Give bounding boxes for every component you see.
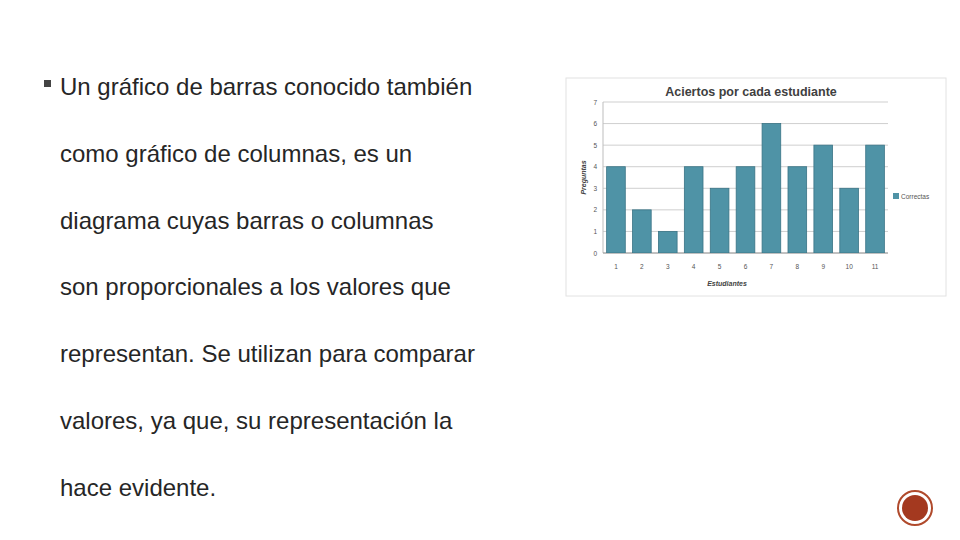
grid-line: [603, 145, 888, 146]
badge-ring: [898, 491, 932, 525]
bars: [607, 124, 885, 253]
chart: Aciertos por cada estudiante 0 1 2 3 4 5 6 7 Preg…: [566, 78, 946, 296]
bar: [814, 145, 833, 253]
page: {"slide": {"bullet_lines": ["Un gráfico …: [0, 0, 960, 540]
bar: [736, 167, 755, 253]
bar: [788, 167, 807, 253]
y-axis: 0 1 2 3 4 5 6 7: [593, 99, 888, 257]
bullet-line: son proporcionales a los valores que: [60, 273, 451, 300]
canvas: Un gráfico de barras conocido también com…: [0, 0, 960, 540]
slide: Un gráfico de barras conocido también com…: [0, 0, 960, 540]
bullet-line: como gráfico de columnas, es un: [60, 140, 412, 167]
bullet-line: hace evidente.: [60, 474, 216, 501]
x-tick-label: 8: [796, 263, 800, 270]
y-tick-label: 2: [593, 206, 597, 213]
bullet-marker: [44, 80, 51, 87]
bar: [866, 145, 885, 253]
x-tick-label: 4: [692, 263, 696, 270]
y-axis-title: Preguntas: [580, 160, 588, 194]
y-tick-label: 6: [593, 120, 597, 127]
x-tick-label: 10: [846, 263, 854, 270]
bullet-line: diagrama cuyas barras o columnas: [60, 207, 434, 234]
x-tick-label: 6: [744, 263, 748, 270]
bar: [762, 124, 781, 253]
bullet-line: valores, ya que, su representación la: [60, 407, 453, 434]
bar: [840, 188, 859, 253]
x-tick-label: 2: [640, 263, 644, 270]
chart-frame: [566, 78, 946, 296]
legend: Correctas: [893, 193, 930, 200]
x-axis-title: Estudiantes: [707, 280, 747, 287]
x-tick-label: 7: [770, 263, 774, 270]
bar: [658, 231, 677, 253]
bullet-line: representan. Se utilizan para comparar: [60, 340, 475, 367]
x-tick-label: 3: [666, 263, 670, 270]
y-tick-label: 3: [593, 185, 597, 192]
legend-swatch: [893, 193, 899, 199]
slide-badge: [898, 491, 932, 525]
y-tick-label: 7: [593, 99, 597, 106]
grid-line: [603, 102, 888, 103]
y-tick-label: 0: [593, 250, 597, 257]
legend-label: Correctas: [901, 193, 930, 200]
x-axis: 1 2 3 4 5 6 7 8 9 10 11: [614, 263, 879, 270]
badge-core: [902, 495, 928, 521]
bar: [633, 210, 652, 253]
y-tick-label: 1: [593, 228, 597, 235]
y-axis-line: [603, 102, 604, 253]
bullet-text: Un gráfico de barras conocido también com…: [44, 73, 475, 501]
y-tick-label: 4: [593, 163, 597, 170]
bar: [684, 167, 703, 253]
bar: [710, 188, 729, 253]
x-tick-label: 5: [718, 263, 722, 270]
x-tick-label: 1: [614, 263, 618, 270]
bar: [607, 167, 626, 253]
grid-line: [603, 123, 888, 124]
x-tick-label: 9: [821, 263, 825, 270]
x-tick-label: 11: [872, 263, 879, 270]
chart-title: Aciertos por cada estudiante: [665, 85, 837, 99]
bullet-line: Un gráfico de barras conocido también: [60, 73, 472, 100]
y-tick-label: 5: [593, 142, 597, 149]
